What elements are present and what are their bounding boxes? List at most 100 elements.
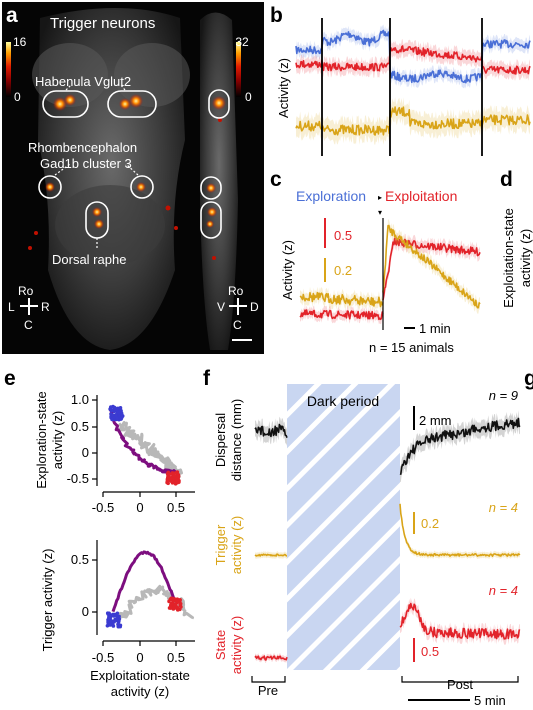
region-label-gad1b: Gad1b cluster 3	[40, 156, 132, 171]
e-top-ylabel-2: activity (z)	[50, 411, 65, 470]
panel-f-traces	[254, 410, 521, 663]
e-top-blue-cluster	[113, 408, 118, 413]
e-top-trajectory	[108, 404, 183, 486]
panel-c-label: c	[270, 168, 282, 191]
e-bottom-xtick: 0.5	[167, 650, 185, 665]
colorbar-left-min: 0	[14, 90, 21, 104]
e-top-grey-path	[117, 421, 183, 478]
pre-label: Pre	[258, 683, 278, 698]
e-top-ytick: 0.5	[71, 419, 89, 434]
e-top-blue-cluster	[119, 411, 124, 416]
panel-f-label: f	[203, 367, 211, 390]
trace-trigger-activity	[295, 106, 531, 136]
dark-period-label: Dark period	[307, 393, 379, 409]
e-top-blue-cluster	[118, 406, 123, 410]
e-top-purple-path	[108, 408, 178, 475]
e-bottom-red-cluster	[179, 605, 183, 609]
f-trigger-pre	[254, 553, 287, 557]
dark-period-band	[287, 384, 400, 670]
svg-text:Ro: Ro	[228, 284, 244, 298]
e-top-ylabel-1: Exploration-state	[34, 391, 49, 489]
f-dispersal-post	[399, 417, 521, 475]
panel-d-label: d	[500, 168, 513, 191]
f-dispersal-pre	[254, 423, 288, 438]
trace-c-trigger	[299, 291, 384, 308]
region-label-habenula: Habenula Vglut2	[35, 74, 131, 89]
colorbar-left-max: 16	[13, 35, 27, 49]
e-xlabel-1: Exploitation-state	[90, 668, 190, 683]
e-bottom-red-cluster	[176, 599, 180, 604]
e-top-blue-cluster	[119, 416, 124, 421]
trace-exploration-state-error-band	[296, 24, 530, 89]
activity-spots	[28, 94, 226, 260]
e-top-red-cluster	[175, 478, 179, 483]
colorbar-right	[236, 42, 241, 97]
e-bottom-purple-path	[111, 550, 177, 613]
panel-b-event-lines	[321, 18, 483, 156]
e-top-red-cluster	[172, 474, 177, 478]
f-dispersal-post-error-band	[400, 410, 520, 483]
f-state-post	[399, 602, 521, 640]
svg-text:D: D	[250, 300, 259, 314]
svg-text:C: C	[233, 318, 242, 332]
panel-d-ylabel-1: Exploitation-state	[501, 208, 516, 308]
post-bracket	[401, 676, 519, 683]
svg-text:Ro: Ro	[18, 284, 34, 298]
panel-g-label: g	[524, 367, 533, 390]
svg-text:R: R	[41, 300, 50, 314]
e-top-ytick: 1.0	[71, 392, 89, 407]
trace-c-exploitation	[299, 309, 384, 321]
e-top-blue-cluster	[116, 410, 121, 415]
panel-c: c Exploration ▸ Exploitation ▾ Activity …	[270, 168, 481, 355]
e-top-axes	[92, 395, 195, 497]
roi-outlines	[38, 89, 230, 239]
e-top-red-cluster	[174, 471, 178, 475]
panel-e: e Exploration-state activity (z) 1.0 0.5…	[4, 367, 195, 699]
e-top-red-cluster	[175, 474, 180, 479]
colorbar-left	[6, 42, 11, 97]
panel-a-label: a	[6, 4, 18, 27]
f-trigger-post	[399, 503, 521, 557]
panel-d: d Exploitation-state activity (z)	[500, 168, 533, 308]
f-time-scale: 5 min	[474, 693, 506, 708]
e-bottom-red-cluster	[172, 606, 177, 611]
transition-marker: ▾	[378, 208, 382, 217]
svg-text:L: L	[8, 300, 15, 314]
e-bottom-ylabel: Trigger activity (z)	[40, 549, 55, 652]
e-bottom-blue-cluster	[116, 622, 120, 627]
scale-label-gold: 0.2	[334, 263, 352, 278]
e-bottom-trajectory	[105, 550, 194, 629]
e-bottom-blue-cluster	[117, 619, 121, 623]
e-bottom-blue-cluster	[114, 614, 119, 618]
trace-exploration-state	[295, 29, 531, 84]
n-animals-label: n = 15 animals	[369, 340, 454, 355]
panel-a: a Trigger neurons 16 0 32 0 Habenula Vgl…	[2, 2, 264, 354]
panel-b-label: b	[270, 4, 283, 27]
f-row1-ylabel-1: Dispersal	[213, 413, 228, 467]
f-row1-scale: 2 mm	[419, 413, 452, 428]
compass-side: Ro V D C	[217, 284, 259, 341]
f-row3-scale: 0.5	[421, 644, 439, 659]
f-row2-ylabel-2: activity (z)	[229, 516, 244, 575]
colorbar-right-min: 0	[245, 90, 252, 104]
e-bottom-blue-cluster	[113, 618, 117, 623]
panel-e-label: e	[4, 367, 16, 390]
trace-exploitation-state-error-band	[296, 39, 530, 81]
trace-exploitation-state	[295, 45, 531, 75]
panel-c-traces	[299, 219, 481, 325]
svg-text:C: C	[24, 318, 33, 332]
trace-c-exploitation-post	[382, 237, 481, 301]
e-top-blue-cluster	[108, 405, 113, 409]
e-top-red-cluster	[169, 472, 173, 476]
label-connectors	[54, 83, 139, 250]
panel-b: b Activity (z)	[270, 4, 531, 156]
time-scale-c: 1 min	[419, 321, 451, 336]
panel-a-title: Trigger neurons	[50, 15, 155, 32]
f-row2-n: n = 4	[489, 500, 518, 515]
trace-c-trigger-post	[382, 224, 481, 309]
compass-dorsal: Ro L R C	[8, 284, 50, 332]
e-bottom-xtick: -0.5	[92, 650, 114, 665]
colorbar-right-max: 32	[235, 35, 249, 49]
e-bottom-red-cluster	[175, 608, 180, 612]
